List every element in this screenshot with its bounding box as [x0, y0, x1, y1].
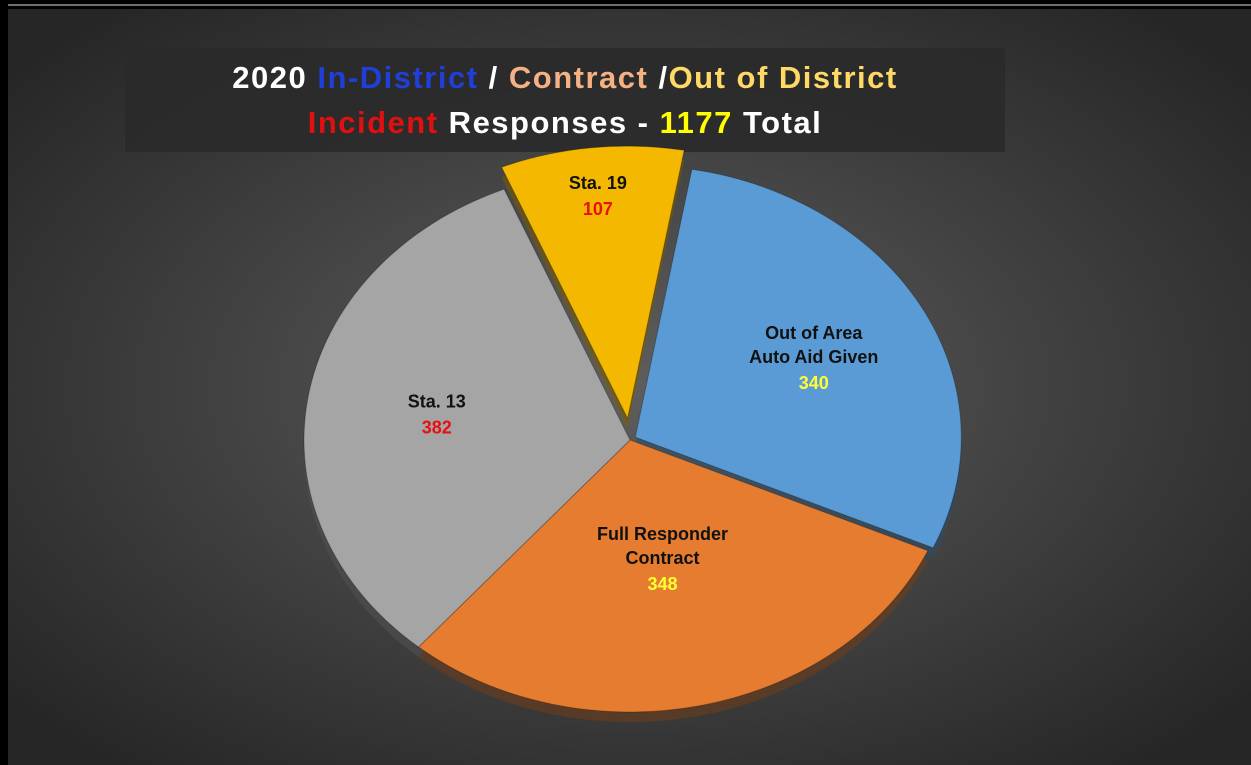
title-part: Out of District	[669, 60, 898, 95]
title-part: /	[648, 60, 668, 95]
title-part: Contract	[509, 60, 648, 95]
title-part: 2020	[232, 60, 317, 95]
slice	[634, 168, 962, 549]
slice	[417, 439, 929, 713]
chart-title: 2020 In-District / Contract /Out of Dist…	[232, 60, 897, 95]
slice-label: Auto Aid Given	[749, 347, 878, 367]
slice-label: Out of Area	[765, 323, 863, 343]
chart-title: Incident Responses - 1177 Total	[308, 105, 823, 140]
title-part: Responses -	[439, 105, 660, 140]
slice	[303, 188, 631, 648]
value-label: 107	[583, 199, 613, 219]
title-box	[125, 48, 1005, 152]
title-part: Incident	[308, 105, 439, 140]
slice-label: Full Responder	[597, 524, 728, 544]
slice	[500, 145, 685, 420]
value-label: 382	[422, 418, 452, 438]
title-part: Total	[733, 105, 822, 140]
slice-label: Sta. 13	[408, 392, 466, 412]
title-part: /	[479, 60, 509, 95]
value-label: 348	[647, 574, 677, 594]
slice-label: Sta. 19	[569, 173, 627, 193]
value-label: 340	[799, 373, 829, 393]
slice-label: Contract	[625, 548, 699, 568]
title-part: 1177	[660, 105, 733, 140]
title-part: In-District	[317, 60, 478, 95]
